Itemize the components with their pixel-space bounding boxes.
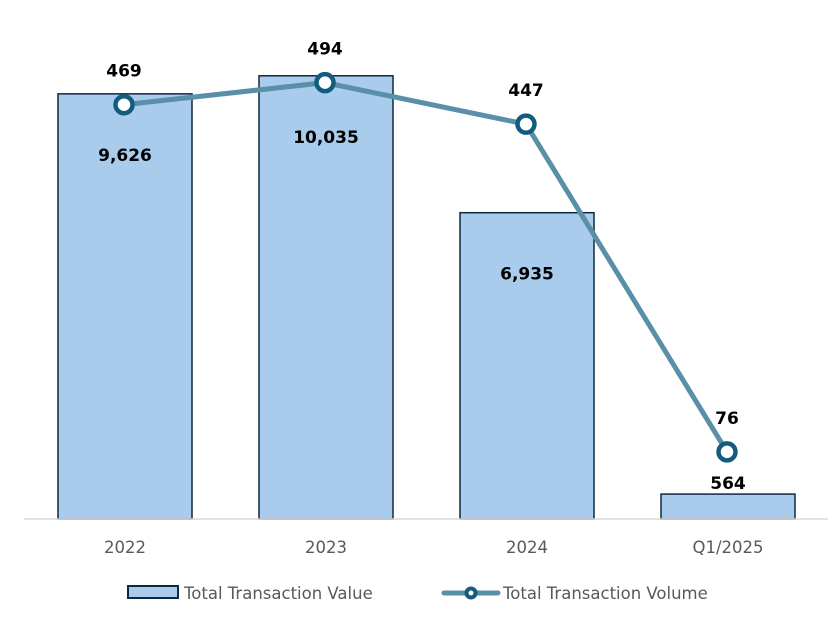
- bar-2023: [258, 75, 394, 520]
- bar-Q1/2025: [660, 493, 796, 520]
- legend: Total Transaction Value Total Transactio…: [127, 584, 708, 603]
- legend-swatch-value: [127, 585, 179, 599]
- legend-swatch-volume-marker: [464, 586, 478, 600]
- bar-label-2022: 9,626: [98, 146, 152, 166]
- legend-label-volume: Total Transaction Volume: [502, 584, 708, 603]
- volume-marker-2022: [113, 93, 135, 116]
- x-tick-2024: 2024: [506, 538, 548, 557]
- bar-label-2024: 6,935: [500, 265, 554, 285]
- bar-label-Q1/2025: 564: [710, 474, 746, 494]
- x-tick-Q1/2025: Q1/2025: [692, 538, 763, 557]
- volume-label-2023: 494: [307, 40, 343, 60]
- volume-label-2022: 469: [106, 62, 142, 82]
- bar-label-2023: 10,035: [293, 128, 359, 148]
- x-tick-2023: 2023: [305, 538, 347, 557]
- legend-label-value: Total Transaction Value: [183, 584, 373, 603]
- volume-marker-2023: [314, 71, 336, 94]
- bar-2022: [57, 93, 193, 520]
- volume-label-2024: 447: [508, 81, 544, 101]
- volume-line: [123, 80, 730, 454]
- bar-2024: [459, 211, 595, 520]
- x-tick-2022: 2022: [104, 538, 146, 557]
- volume-label-Q1/2025: 76: [715, 409, 739, 429]
- volume-marker-2024: [515, 113, 537, 135]
- volume-marker-Q1/2025: [716, 441, 738, 463]
